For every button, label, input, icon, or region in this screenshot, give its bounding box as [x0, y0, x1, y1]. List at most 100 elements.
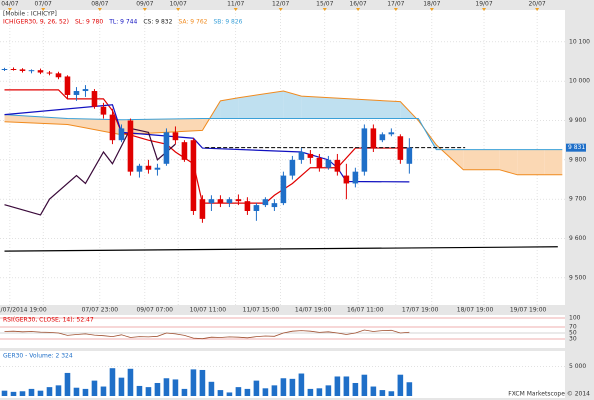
readout: CS: 9 832: [143, 19, 172, 26]
candle-body: [244, 201, 251, 211]
cloud: [67, 118, 122, 135]
x-tick-label: 10/07: [169, 1, 186, 8]
candle-body: [127, 120, 134, 172]
readout: SB: 9 826: [213, 19, 242, 26]
x-tick-label: 16/07: [349, 1, 366, 8]
bar: [370, 386, 377, 396]
candle-body: [136, 165, 143, 172]
bar: [208, 381, 215, 396]
bar: [19, 391, 26, 396]
date-marker: [322, 8, 327, 11]
x-tick-label: 11/07 15:00: [243, 307, 280, 314]
x-tick-label: 20/07: [528, 1, 545, 8]
bar: [91, 380, 98, 396]
x-tick-label: 16/07 11:00: [347, 307, 384, 314]
bar: [64, 372, 71, 396]
candle-body: [19, 69, 26, 71]
bar: [307, 388, 314, 396]
y-tick-label: 5 000: [569, 363, 586, 370]
x-tick-label: 10/07 11:00: [190, 307, 227, 314]
candle-body: [226, 199, 233, 204]
cloud: [463, 149, 500, 170]
bar: [325, 385, 332, 396]
bar: [253, 380, 260, 396]
candle-body: [334, 159, 341, 172]
y-tick-label: 70: [569, 324, 577, 331]
y-tick-label: 9 900: [569, 117, 586, 124]
candle-body: [289, 159, 296, 176]
candle-body: [343, 175, 350, 184]
candle-body: [307, 153, 314, 158]
bar: [73, 387, 80, 396]
price-box: [566, 143, 586, 152]
y-tick-label: 9 600: [569, 235, 586, 242]
candle-body: [217, 199, 224, 204]
candle-body: [91, 91, 98, 107]
bar: [271, 385, 278, 396]
bar: [37, 390, 44, 396]
bar: [352, 382, 359, 396]
date-marker: [41, 8, 46, 11]
price-label: 9 831: [568, 144, 585, 151]
bar: [118, 377, 125, 396]
cloud: [517, 149, 545, 175]
readout: SA: 9 762: [178, 19, 207, 26]
candle-body: [271, 203, 278, 208]
date-marker: [482, 8, 487, 11]
indicator-label: ICH(GER30, 9, 26, 52): [3, 19, 69, 26]
x-tick-label: 11/07: [227, 1, 244, 8]
bar: [136, 385, 143, 396]
bar: [172, 379, 179, 396]
x-tick-label: 07/07 23:00: [82, 307, 119, 314]
line: [4, 127, 176, 216]
bar: [100, 386, 107, 396]
candle-body: [163, 132, 170, 164]
bar: [334, 376, 341, 396]
candle-body: [388, 132, 395, 135]
bar: [28, 388, 35, 396]
cloud: [544, 149, 563, 175]
bar: [199, 369, 206, 396]
footer: FXCM Marketscope © 2014: [508, 391, 590, 398]
candle-body: [262, 199, 269, 206]
x-tick-label: 09/07 07:00: [136, 307, 173, 314]
cloud: [283, 91, 302, 119]
candle-body: [370, 128, 377, 149]
bar: [244, 388, 251, 396]
candle-body: [28, 70, 35, 72]
candle-body: [253, 205, 260, 211]
candle-body: [55, 73, 62, 78]
y-tick-label: 9 800: [569, 156, 586, 163]
candle-body: [109, 114, 116, 141]
bar: [109, 368, 116, 396]
candle-body: [118, 128, 125, 141]
date-marker: [429, 8, 434, 11]
bar: [127, 368, 134, 396]
date-marker: [356, 8, 361, 11]
line: [4, 104, 410, 183]
candle-body: [406, 147, 413, 164]
y-tick-label: 9 500: [569, 274, 586, 281]
date-marker: [176, 8, 181, 11]
bar: [388, 391, 395, 396]
bar: [181, 388, 188, 396]
x-tick-label: 17/07: [387, 1, 404, 8]
bar: [262, 388, 269, 396]
line: [4, 329, 410, 340]
candle-body: [190, 140, 197, 211]
x-tick-label: 19/07 19:00: [510, 307, 547, 314]
y-tick-label: 30: [569, 336, 577, 343]
readout: TL: 9 744: [108, 19, 137, 26]
bar: [55, 385, 62, 396]
x-tick-label: 04/07: [1, 1, 18, 8]
bar: [145, 387, 152, 396]
bar: [280, 378, 287, 396]
x-tick-label: 14/07 19:00: [295, 307, 332, 314]
y-tick-label: 10 000: [569, 78, 590, 85]
y-tick-label: 100: [569, 315, 581, 322]
cloud: [499, 149, 518, 175]
x-tick-label: 19/07: [475, 1, 492, 8]
bar: [10, 391, 17, 396]
bar: [343, 376, 350, 396]
